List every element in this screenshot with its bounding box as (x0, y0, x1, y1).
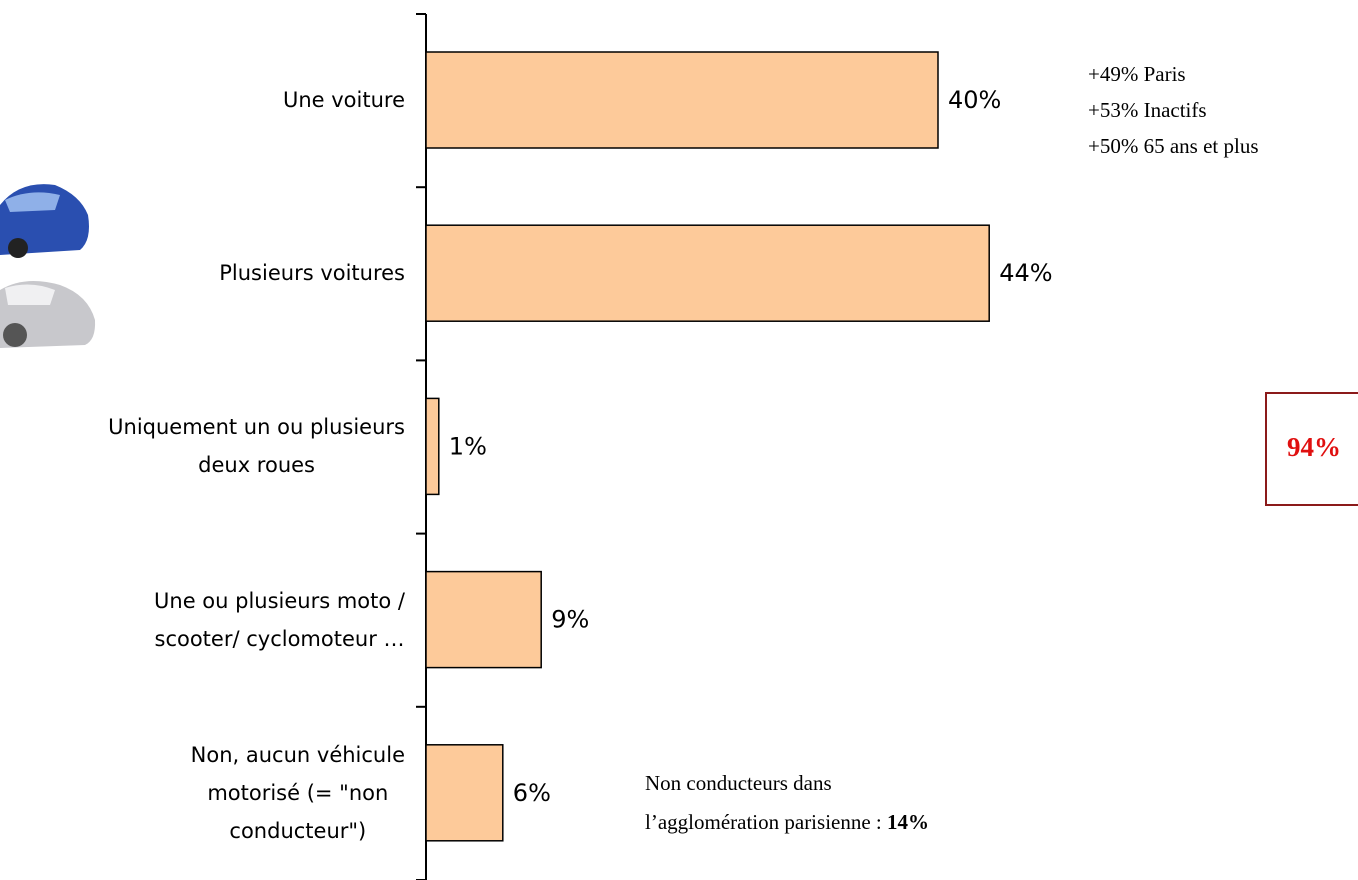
value-label: 1% (449, 432, 487, 460)
category-label: Une ou plusieurs moto / scooter/ cyclomo… (154, 588, 405, 651)
category-label: Uniquement un ou plusieurs deux roues (108, 415, 405, 478)
side-note: +53% Inactifs (1088, 98, 1207, 122)
total-value: 94% (1287, 432, 1341, 462)
bar (425, 570, 542, 669)
value-label: 6% (513, 779, 551, 807)
value-label: 44% (999, 259, 1052, 287)
category-label: Plusieurs voitures (219, 261, 405, 286)
category-label: Non, aucun véhicule motorisé (= "non con… (190, 742, 405, 843)
total-box: 94% (1265, 392, 1358, 506)
car-icon (0, 184, 96, 348)
bar (425, 224, 990, 322)
side-note: +49% Paris (1088, 62, 1186, 86)
value-label: 9% (551, 606, 589, 634)
note-line: Non conducteurs dans (645, 771, 832, 795)
category-label: Une voiture (282, 88, 405, 112)
side-note: +50% 65 ans et plus (1088, 134, 1259, 158)
value-label: 40% (948, 86, 1001, 114)
bottom-note: Non conducteurs dans l’agglomération par… (645, 764, 929, 842)
note-line: l’agglomération parisienne : 14% (645, 803, 929, 842)
bar (425, 397, 440, 496)
bar (425, 51, 939, 149)
note-text: l’agglomération parisienne : (645, 810, 882, 834)
note-bold: 14% (887, 810, 930, 834)
bar (425, 744, 504, 842)
